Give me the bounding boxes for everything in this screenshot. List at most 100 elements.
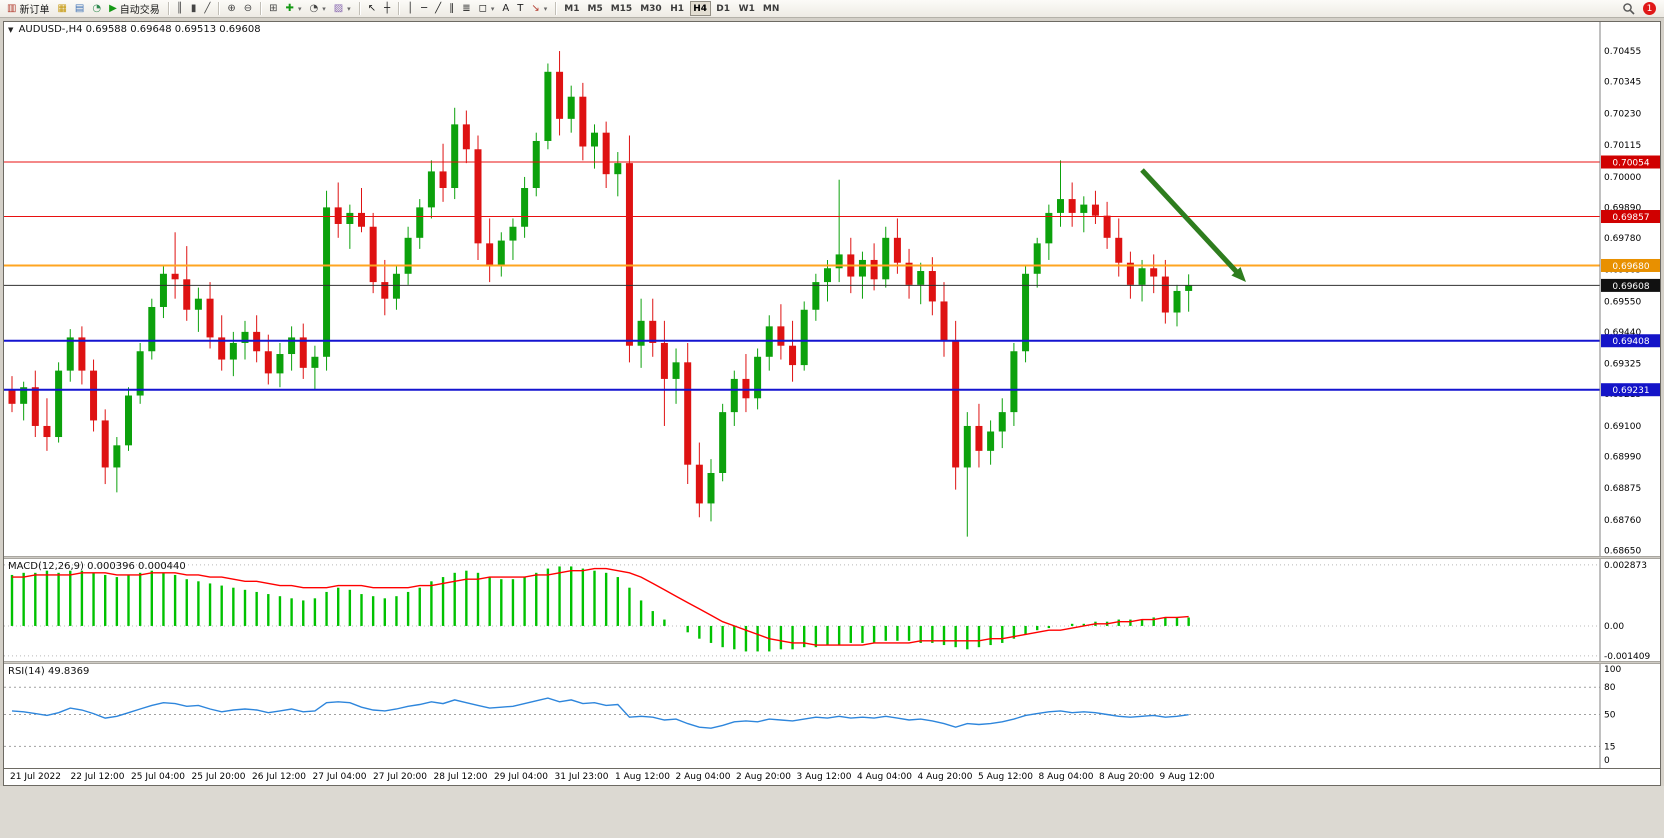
symbol-dropdown-icon[interactable]: ▼ xyxy=(8,26,14,34)
macd-title: MACD(12,26,9) 0.000396 0.000440 xyxy=(8,561,186,572)
cursor-button[interactable]: ↖ xyxy=(364,1,380,17)
timeframe-h4-button[interactable]: H4 xyxy=(689,1,711,16)
tile-windows-button[interactable]: ⊞ xyxy=(265,1,281,17)
timeframe-d1-button[interactable]: D1 xyxy=(713,1,734,16)
price-badge-0.70054 xyxy=(1601,155,1660,169)
axis-label: 0.69890 xyxy=(1604,203,1641,213)
axis-label: 80 xyxy=(1604,683,1616,693)
macd-histogram xyxy=(10,566,1190,652)
data-window-icon: ▤ xyxy=(74,2,85,14)
macd-label: MACD(12,26,9) xyxy=(8,561,84,572)
axis-label: 0.002873 xyxy=(1604,561,1647,571)
timeframe-w1-button[interactable]: W1 xyxy=(736,1,758,16)
horizontal-line-button[interactable]: ─ xyxy=(417,1,431,17)
auto-trading-button-label: 自动交易 xyxy=(119,5,160,16)
horizontal-line-icon: ─ xyxy=(421,2,428,14)
ohlc-values: 0.69588 0.69648 0.69513 0.69608 xyxy=(85,24,261,35)
macd-signal-line xyxy=(12,567,1189,646)
axis-label: 0.69857 xyxy=(1612,213,1649,223)
timeframe-h1-button[interactable]: H1 xyxy=(667,1,688,16)
text-button[interactable]: A xyxy=(498,1,513,17)
toolbar-separator xyxy=(555,2,557,15)
trendline-button[interactable]: ╱ xyxy=(431,1,445,17)
rsi-value: 49.8369 xyxy=(47,666,90,677)
text-label-button[interactable]: T xyxy=(513,1,527,17)
price-badge-0.69680 xyxy=(1601,258,1660,272)
candlestick-chart-icon: ▮ xyxy=(190,2,197,14)
navigator-icon: ◔ xyxy=(92,2,102,14)
axis-label: 0.68650 xyxy=(1604,546,1641,556)
toolbar-separator xyxy=(398,2,400,15)
tile-windows-icon: ⊞ xyxy=(269,2,278,14)
toolbar-separator xyxy=(218,2,220,15)
fibonacci-button[interactable]: ≣ xyxy=(458,1,474,17)
axis-label: 0.68990 xyxy=(1604,452,1641,462)
fibonacci-icon: ≣ xyxy=(462,2,471,14)
axis-label: 0.69680 xyxy=(1612,262,1649,272)
crosshair-button[interactable]: ┼ xyxy=(380,1,394,17)
toolbar-separator xyxy=(358,2,360,15)
trend-arrow[interactable] xyxy=(1140,168,1243,278)
axis-label: 0.00 xyxy=(1604,622,1624,632)
indicators-button[interactable]: ✚ ▾ xyxy=(282,1,306,17)
axis-label: 0.70455 xyxy=(1604,47,1641,57)
shapes-icon: ◻ xyxy=(478,2,487,14)
timeframe-mn-button[interactable]: MN xyxy=(760,1,783,16)
arrows-icon: ↘ xyxy=(531,2,540,14)
market-watch-button[interactable]: ▦ xyxy=(53,1,70,17)
time-label: 21 Jul 2022 xyxy=(10,772,61,782)
axis-label: 0.70000 xyxy=(1604,173,1641,183)
time-label: 22 Jul 12:00 xyxy=(70,772,125,782)
templates-button[interactable]: ▨ ▾ xyxy=(330,1,355,17)
trend-arrow-head xyxy=(1231,266,1246,282)
dropdown-caret-icon: ▾ xyxy=(347,4,351,13)
shapes-button[interactable]: ◻ ▾ xyxy=(475,1,499,17)
zoom-in-button[interactable]: ⊕ xyxy=(223,1,239,17)
candlestick-chart-button[interactable]: ▮ xyxy=(187,1,201,17)
main-chart-pane: ▼ AUDUSD-,H4 0.69588 0.69648 0.69513 0.6… xyxy=(4,22,1660,556)
arrows-button[interactable]: ↘ ▾ xyxy=(527,1,551,17)
axis-label: 0.68760 xyxy=(1604,516,1641,526)
rsi-chart: 100 80 50 15 0 xyxy=(4,664,1621,768)
auto-trading-icon: ▶ xyxy=(109,2,117,14)
price-badge-0.69408 xyxy=(1601,334,1660,348)
new-order-button-label: 新订单 xyxy=(19,5,50,16)
timeframe-m5-button[interactable]: M5 xyxy=(584,1,605,16)
auto-trading-button[interactable]: ▶ 自动交易 xyxy=(105,1,164,17)
zoom-out-button[interactable]: ⊖ xyxy=(240,1,256,17)
line-chart-button[interactable]: ╱ xyxy=(200,1,214,17)
periods-button[interactable]: ◔ ▾ xyxy=(305,1,329,17)
chart-window: ▼ AUDUSD-,H4 0.69588 0.69648 0.69513 0.6… xyxy=(3,21,1661,786)
pane-splitter[interactable] xyxy=(4,661,1660,664)
data-window-button[interactable]: ▤ xyxy=(71,1,88,17)
time-label: 2 Aug 04:00 xyxy=(675,772,731,782)
time-label: 9 Aug 12:00 xyxy=(1159,772,1215,782)
timeframe-m15-button[interactable]: M15 xyxy=(608,1,635,16)
time-label: 4 Aug 20:00 xyxy=(917,772,973,782)
toolbar-separator xyxy=(167,2,169,15)
navigator-button[interactable]: ◔ xyxy=(88,1,105,17)
new-order-icon: ▥ xyxy=(7,2,17,14)
timeframe-m1-button[interactable]: M1 xyxy=(561,1,582,16)
time-label: 25 Jul 04:00 xyxy=(131,772,185,782)
time-axis[interactable]: 21 Jul 2022 22 Jul 12:00 25 Jul 04:00 25 Ju… xyxy=(4,768,1660,785)
vertical-line-button[interactable]: │ xyxy=(403,1,417,17)
dropdown-caret-icon: ▾ xyxy=(297,4,302,13)
channel-button[interactable]: ∥ xyxy=(445,1,458,17)
rsi-label: RSI(14) xyxy=(8,666,45,677)
search-icon[interactable] xyxy=(1622,2,1636,16)
periods-icon: ◔ xyxy=(309,2,319,14)
pane-splitter[interactable] xyxy=(4,556,1660,559)
channel-icon: ∥ xyxy=(449,2,455,14)
macd-chart: 0.002873 0.00 -0.001409 xyxy=(4,559,1650,661)
toolbar-left: ▥ 新订单 ▦ ▤ ◔ ▶ 自动交易 ║ ▮ ╱ ⊕ ⊖ ⊞ ✚ ▾ ◔ ▾ ▨ ▾ ↖ ┼ │ ─ ╱ ∥ ≣ ◻ ▾ A T ↘ ▾ xyxy=(3,1,560,17)
notification-badge[interactable]: 1 xyxy=(1643,2,1656,15)
timeframe-m30-button[interactable]: M30 xyxy=(637,1,664,16)
rsi-line xyxy=(11,697,1189,729)
axis-label: 0.69231 xyxy=(1612,386,1649,396)
axis-label: 100 xyxy=(1604,665,1621,675)
dropdown-caret-icon: ▾ xyxy=(490,4,495,13)
new-order-button[interactable]: ▥ 新订单 xyxy=(3,1,53,17)
bar-chart-button[interactable]: ║ xyxy=(173,1,187,17)
